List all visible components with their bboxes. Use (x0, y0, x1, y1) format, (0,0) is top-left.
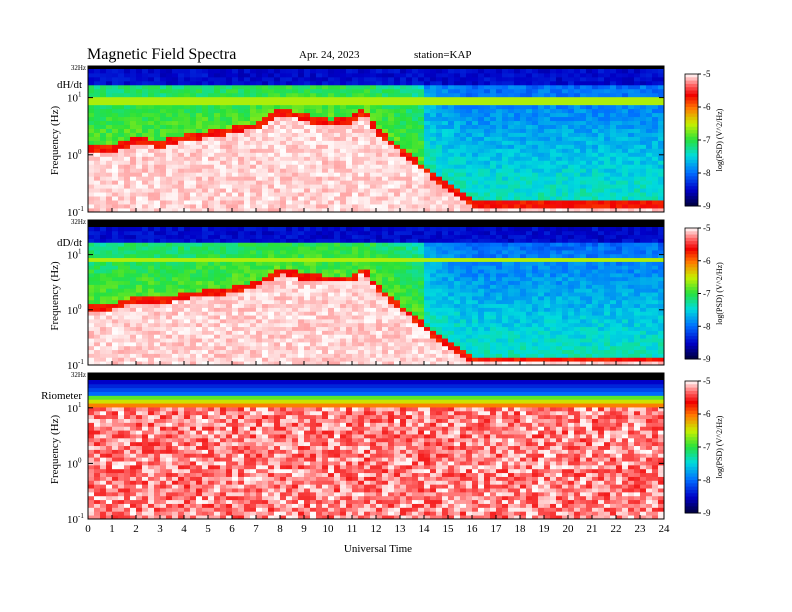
x-tick-label: 5 (205, 523, 211, 535)
y-tick-exponent: 1 (78, 91, 82, 99)
x-tick-label: 22 (611, 523, 622, 535)
x-tick-label: 8 (277, 523, 283, 535)
spectrogram (88, 380, 665, 520)
colorbar-tick-label: -6 (703, 256, 711, 266)
colorbar-tick-label: -9 (703, 354, 711, 364)
x-tick-label: 11 (347, 523, 358, 535)
y-tick-exponent: 0 (78, 148, 82, 156)
x-tick-label: 20 (563, 523, 575, 535)
y-tick-exponent: 1 (78, 248, 82, 256)
x-tick-label: 17 (491, 523, 503, 535)
colorbar-tick-label: -8 (703, 475, 711, 485)
colorbar-label: log(PSD) (V^2/Hz) (715, 262, 724, 325)
x-tick-label: 13 (395, 523, 407, 535)
nyquist-strip (88, 66, 664, 69)
x-tick-label: 1 (109, 523, 115, 535)
nyquist-label: 32Hz (71, 218, 86, 226)
y-axis-label: Frequency (Hz) (49, 261, 61, 331)
x-tick-label: 7 (253, 523, 259, 535)
nyquist-strip (88, 373, 664, 380)
x-tick-label: 10 (323, 523, 335, 535)
colorbar-tick-label: -9 (703, 508, 711, 518)
station-label: station=KAP (414, 49, 472, 61)
x-tick-label: 23 (635, 523, 647, 535)
x-tick-label: 18 (515, 523, 527, 535)
colorbar: -5 -6 -7 -8 -9 log(PSD) (V^2/Hz) (684, 69, 724, 211)
panel-label: dD/dt (57, 237, 82, 249)
y-tick-exponent: 0 (78, 303, 82, 311)
colorbar-tick-label: -7 (703, 442, 711, 452)
x-tick-label: 24 (659, 523, 671, 535)
colorbar: -5 -6 -7 -8 -9 log(PSD) (V^2/Hz) (684, 223, 724, 364)
colorbar-label: log(PSD) (V^2/Hz) (715, 415, 724, 478)
x-tick-label: 3 (157, 523, 163, 535)
colorbar-tick-label: -7 (703, 289, 711, 299)
x-tick-label: 6 (229, 523, 235, 535)
panel-label: dH/dt (57, 79, 82, 91)
x-tick-label: 21 (587, 523, 598, 535)
x-tick-label: 9 (301, 523, 307, 535)
x-tick-label: 15 (443, 523, 455, 535)
x-tick-label: 4 (181, 523, 187, 535)
colorbar-tick-label: -6 (703, 102, 711, 112)
x-tick-label: 14 (419, 523, 431, 535)
colorbar-tick-label: -5 (703, 376, 711, 386)
y-tick-label: 10 (67, 514, 79, 526)
x-tick-label: 12 (371, 523, 382, 535)
x-axis-label: Universal Time (344, 543, 412, 555)
figure-title: Magnetic Field Spectra (87, 46, 236, 63)
colorbar-tick-label: -5 (703, 69, 711, 79)
y-tick-exponent: -1 (78, 205, 84, 213)
colorbar-label: log(PSD) (V^2/Hz) (715, 108, 724, 171)
x-tick-label: 2 (133, 523, 139, 535)
y-tick-exponent: -1 (78, 512, 84, 520)
nyquist-label: 32Hz (71, 371, 86, 379)
colorbar-tick-label: -8 (703, 168, 711, 178)
y-tick-label: 10 (67, 207, 79, 219)
x-tick-label: 0 (85, 523, 91, 535)
y-tick-label: 10 (67, 403, 79, 415)
y-tick-label: 10 (67, 360, 79, 372)
y-axis-label: Frequency (Hz) (49, 415, 61, 485)
colorbar-tick-label: -6 (703, 409, 711, 419)
spectrogram (88, 69, 665, 213)
y-tick-label: 10 (67, 150, 79, 162)
y-axis-label: Frequency (Hz) (49, 106, 61, 176)
nyquist-strip (88, 220, 664, 227)
colorbar-tick-label: -8 (703, 321, 711, 331)
y-tick-label: 10 (67, 458, 79, 470)
y-tick-exponent: 0 (78, 456, 82, 464)
figure-date: Apr. 24, 2023 (299, 49, 360, 61)
spectrogram (88, 227, 665, 366)
x-tick-label: 16 (467, 523, 479, 535)
y-tick-exponent: -1 (78, 358, 84, 366)
colorbar-tick-label: -7 (703, 135, 711, 145)
colorbar-tick-label: -5 (703, 223, 711, 233)
y-tick-label: 10 (67, 93, 79, 105)
y-tick-exponent: 1 (78, 401, 82, 409)
y-tick-label: 10 (67, 305, 79, 317)
colorbar-tick-label: -9 (703, 201, 711, 211)
nyquist-label: 32Hz (71, 64, 86, 72)
x-tick-label: 19 (539, 523, 551, 535)
colorbar: -5 -6 -7 -8 -9 log(PSD) (V^2/Hz) (684, 376, 724, 518)
panel-label: Riometer (41, 390, 82, 402)
y-tick-label: 10 (67, 250, 79, 262)
